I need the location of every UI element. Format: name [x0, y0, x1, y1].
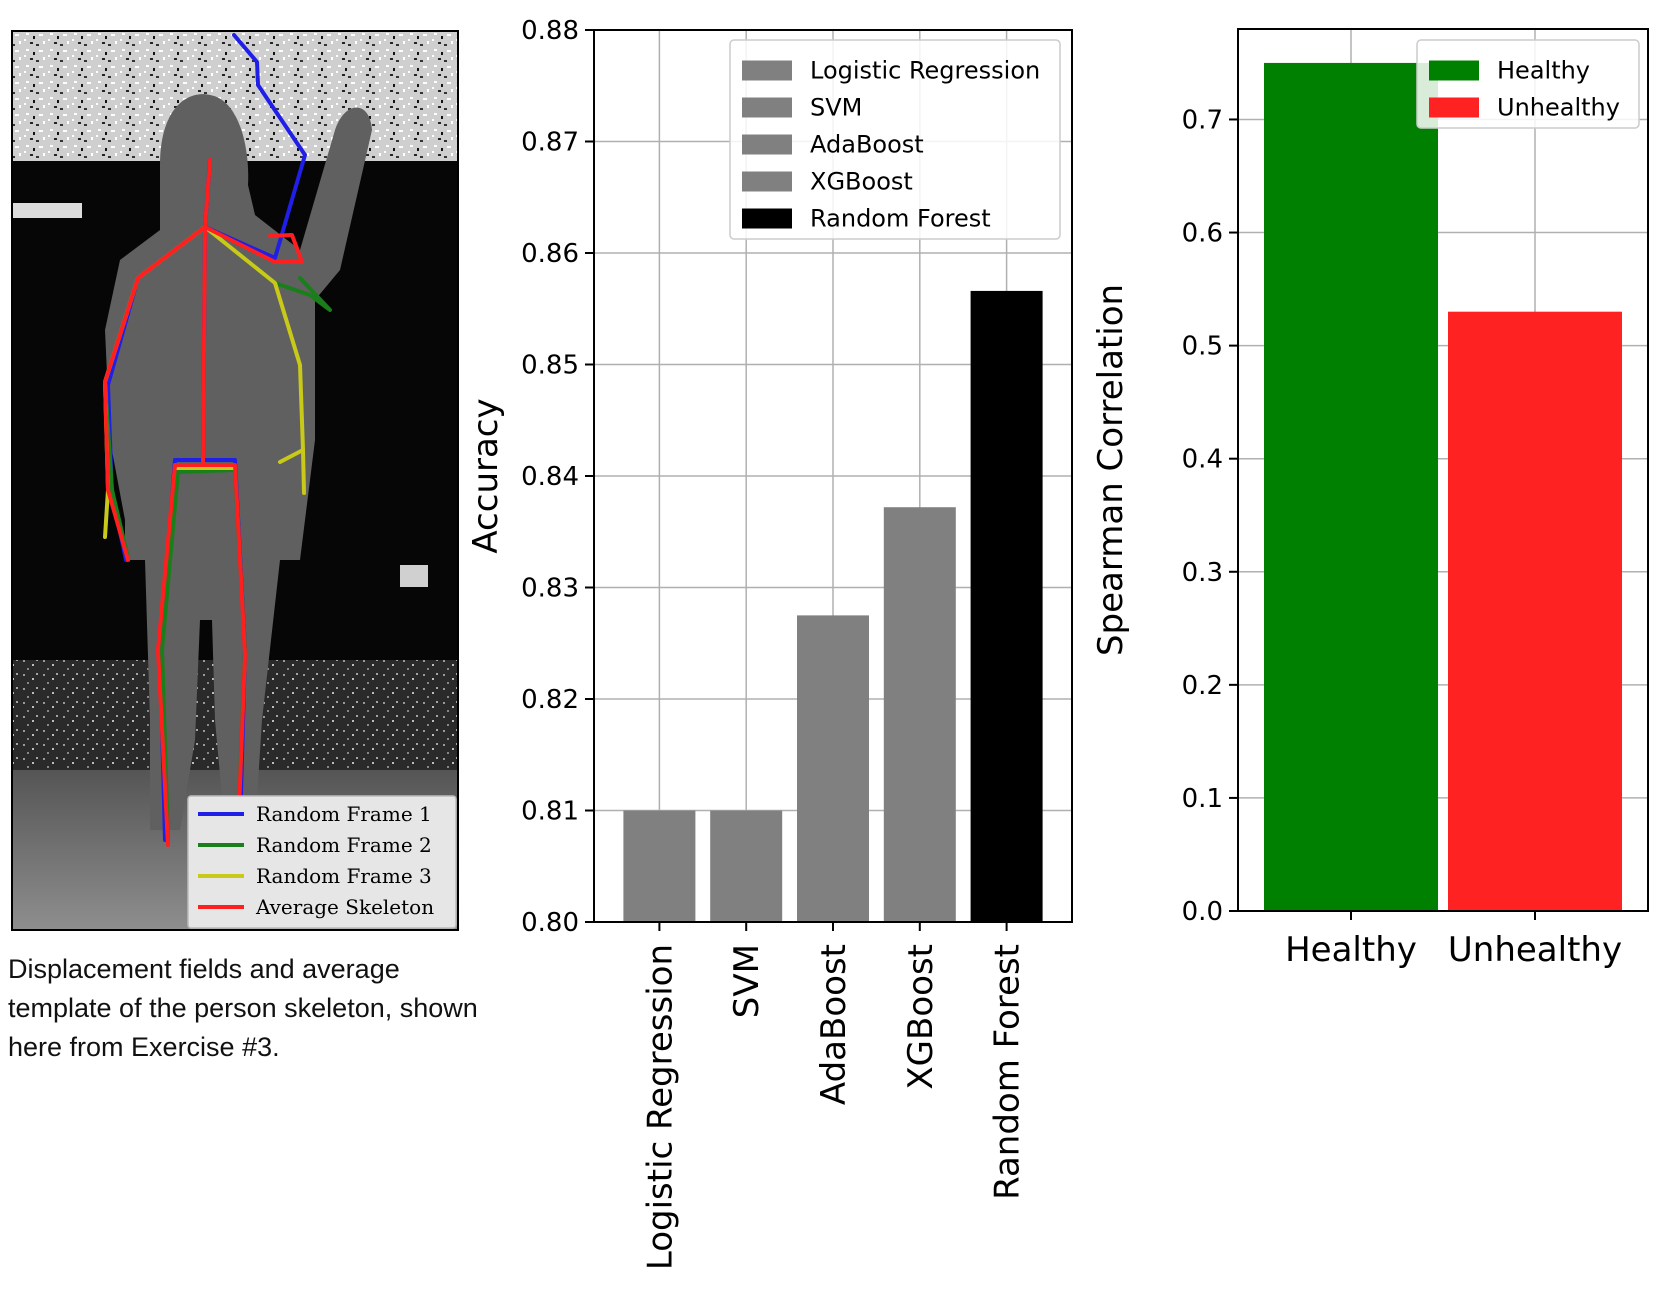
accuracy-legend: Logistic Regression SVM AdaBoost XGBoost Ran…: [729, 39, 1061, 240]
bar-random-forest: [970, 290, 1043, 922]
y-tick-label-0.2: 0.2: [1182, 671, 1223, 701]
y-tick-label-0.84: 0.84: [521, 462, 579, 492]
x-tick-label-adaboost: AdaBoost: [814, 944, 854, 1105]
legend-swatch-adaboost: [742, 134, 792, 155]
x-tick-label-logistic-regression: Logistic Regression: [640, 944, 680, 1270]
bar-healthy: [1264, 62, 1438, 911]
skeleton-legend: Random Frame 1 Random Frame 2 Random Frame…: [187, 795, 457, 929]
spearman-chart: 0.0 0.1 0.2 0.3 0.4 0.5 0.6 0.7 Healthy Unhealth…: [1091, 28, 1649, 970]
spearman-y-ticks: 0.0 0.1 0.2 0.3 0.4 0.5 0.6 0.7: [1182, 105, 1238, 927]
x-tick-label-random-forest: Random Forest: [988, 944, 1028, 1200]
accuracy-chart: 0.80 0.81 0.82 0.83 0.84 0.85 0.86 0.87 0.88 Log…: [466, 16, 1073, 1270]
y-tick-label-0.6: 0.6: [1182, 219, 1223, 249]
legend-label-random-frame-2: Random Frame 2: [256, 833, 432, 857]
y-tick-label-0.5: 0.5: [1182, 332, 1223, 362]
x-tick-label-unhealthy: Unhealthy: [1448, 930, 1622, 970]
y-tick-label-0.0: 0.0: [1182, 897, 1223, 927]
bar-logistic-regression: [623, 810, 696, 922]
x-tick-label-xgboost: XGBoost: [901, 944, 941, 1090]
bar-svm: [710, 810, 783, 922]
legend-label-unhealthy: Unhealthy: [1497, 94, 1620, 122]
bar-xgboost: [883, 507, 956, 922]
bar-adaboost: [797, 615, 869, 922]
skeleton-caption: Displacement fields and average template…: [8, 954, 478, 1062]
skeleton-panel-frame: [11, 30, 459, 931]
y-tick-label-0.88: 0.88: [521, 16, 579, 46]
accuracy-y-label: Accuracy: [466, 398, 506, 553]
accuracy-bars: [623, 290, 1043, 922]
y-tick-label-0.86: 0.86: [521, 239, 579, 269]
x-tick-label-healthy: Healthy: [1285, 930, 1417, 970]
y-tick-label-0.1: 0.1: [1182, 784, 1223, 814]
legend-label-random-forest: Random Forest: [810, 205, 991, 233]
legend-swatch-logistic-regression: [742, 60, 792, 81]
spearman-x-ticks: Healthy Unhealthy: [1285, 911, 1622, 970]
x-tick-label-svm: SVM: [727, 944, 767, 1018]
accuracy-x-ticks: Logistic Regression SVM AdaBoost XGBoost Ran…: [640, 922, 1028, 1270]
legend-label-logistic-regression: Logistic Regression: [810, 57, 1040, 85]
y-tick-label-0.4: 0.4: [1182, 445, 1223, 475]
skeleton-average: [103, 158, 304, 847]
legend-box: [729, 39, 1061, 240]
y-tick-label-0.87: 0.87: [521, 128, 579, 158]
spearman-y-label: Spearman Correlation: [1091, 284, 1131, 656]
legend-label-adaboost: AdaBoost: [810, 131, 924, 159]
legend-swatch-random-forest: [742, 208, 792, 229]
legend-label-average-skeleton: Average Skeleton: [255, 895, 434, 919]
y-tick-label-0.7: 0.7: [1182, 105, 1223, 135]
person-silhouette: [105, 94, 372, 830]
skeleton-panel: Random Frame 1 Random Frame 2 Random Frame…: [11, 30, 459, 931]
legend-swatch-xgboost: [742, 171, 792, 192]
y-tick-label-0.82: 0.82: [521, 685, 579, 715]
legend-swatch-healthy: [1429, 60, 1479, 81]
spearman-legend: Healthy Unhealthy: [1416, 39, 1640, 129]
spearman-bars: [1264, 62, 1622, 911]
legend-swatch-unhealthy: [1429, 97, 1479, 118]
legend-label-healthy: Healthy: [1497, 57, 1590, 85]
y-tick-label-0.80: 0.80: [521, 908, 579, 938]
spearman-axes-frame: [1237, 28, 1649, 912]
legend-label-svm: SVM: [810, 94, 862, 122]
y-tick-label-0.3: 0.3: [1182, 558, 1223, 588]
legend-label-random-frame-3: Random Frame 3: [256, 864, 432, 888]
y-tick-label-0.85: 0.85: [521, 351, 579, 381]
y-tick-label-0.81: 0.81: [521, 797, 579, 827]
accuracy-axes-frame: [593, 29, 1073, 923]
legend-swatch-svm: [742, 97, 792, 118]
legend-label-xgboost: XGBoost: [810, 168, 913, 196]
legend-label-random-frame-1: Random Frame 1: [256, 802, 432, 826]
skeleton-legend-box: [187, 795, 457, 929]
y-tick-label-0.83: 0.83: [521, 574, 579, 604]
bar-unhealthy: [1448, 311, 1622, 911]
accuracy-y-ticks: 0.80 0.81 0.82 0.83 0.84 0.85 0.86 0.87 0.88: [521, 16, 594, 938]
